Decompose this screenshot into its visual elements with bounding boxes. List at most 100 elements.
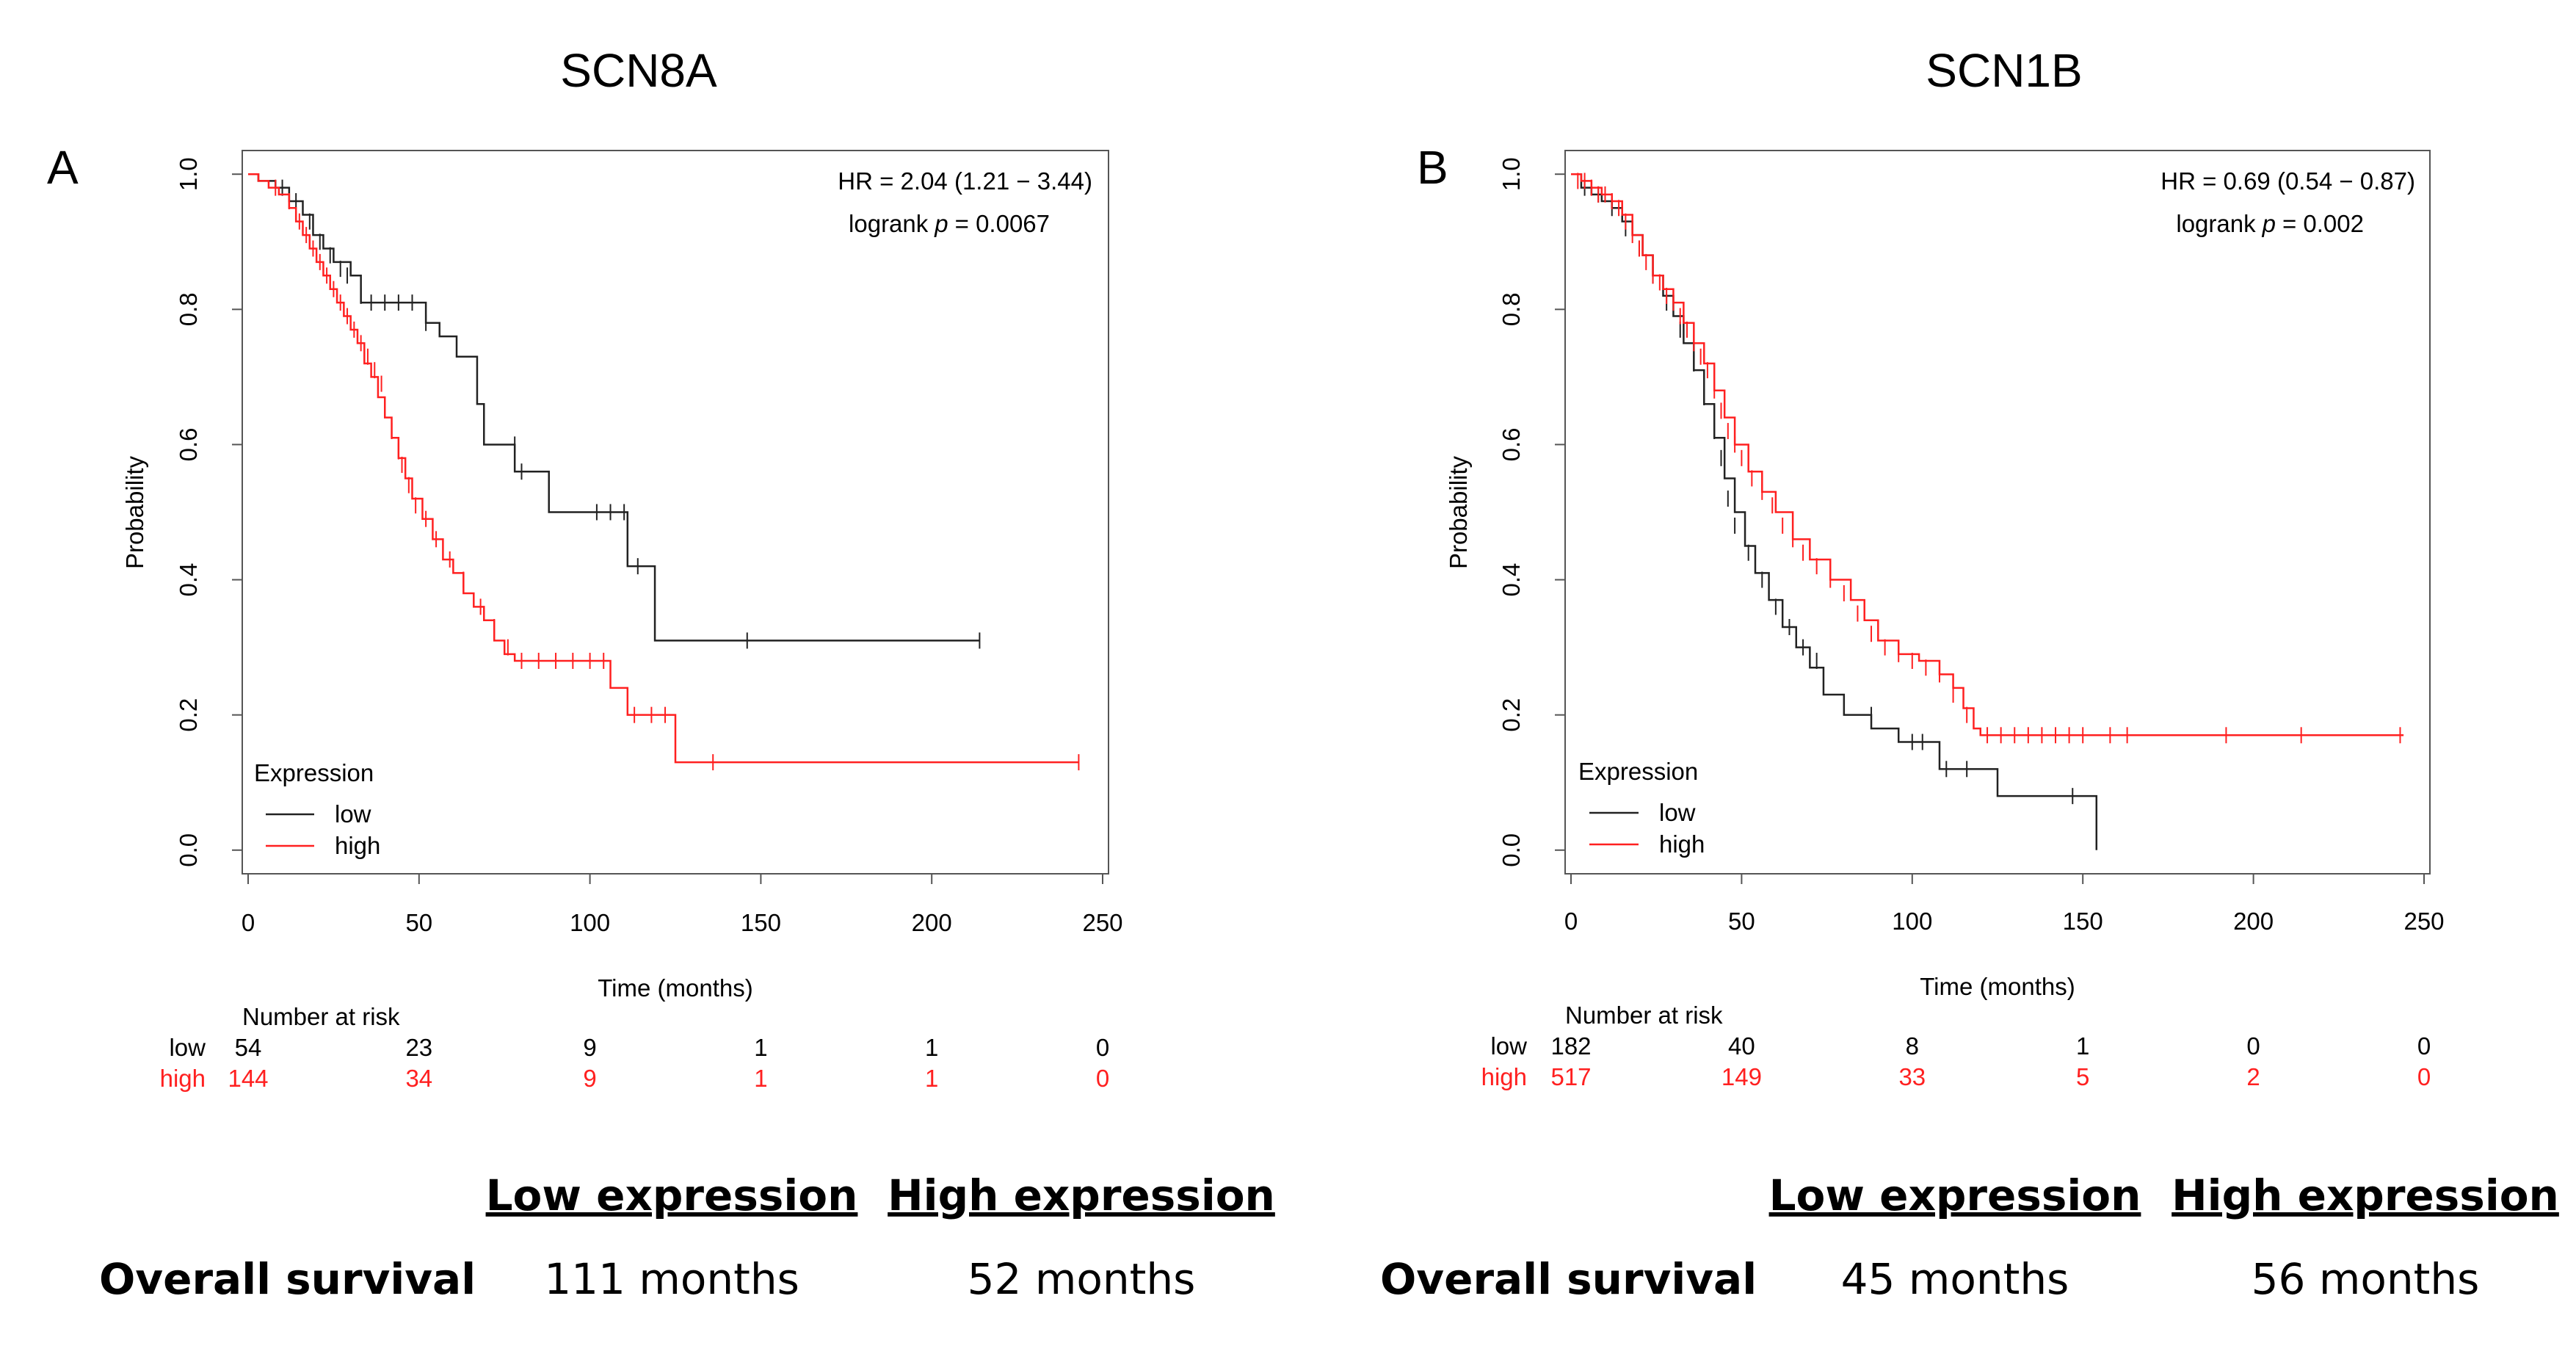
- panel-a: SCN8A A 0 50 100 150 200 2500.00.20.40.60.81.…: [47, 44, 1123, 1092]
- summary-b-high-value: 56 months: [2252, 1254, 2480, 1304]
- legend-low-label: low: [1659, 799, 1696, 826]
- panel-b: SCN1B B 0 50 100 150 200 2500.00.20.40.60.81.…: [1417, 44, 2445, 1090]
- hazard-ratio-text: HR = 0.69 (0.54 − 0.87): [2160, 167, 2415, 195]
- risk-count-low: 0: [2417, 1032, 2431, 1060]
- risk-count-low: 23: [405, 1034, 432, 1061]
- risk-count-high: 0: [2417, 1063, 2431, 1090]
- risk-row-label-high: high: [160, 1065, 206, 1092]
- p-value: = 0.0067: [955, 210, 1050, 237]
- risk-count-high: 5: [2076, 1063, 2089, 1090]
- risk-count-high: 34: [405, 1065, 432, 1092]
- risk-count-high: 1: [754, 1065, 767, 1092]
- risk-table-title: Number at risk: [242, 1003, 400, 1030]
- y-tick-label: 1.0: [1498, 157, 1525, 191]
- y-tick-label: 0.0: [175, 833, 202, 867]
- survival-curve-low: [1571, 173, 2098, 850]
- summary-b-low-header: Low expression: [1769, 1170, 2141, 1220]
- risk-counts: 182 517 40 149 8 33 1 5 0 2 0 0: [1550, 1032, 2431, 1090]
- risk-row-label-low: low: [169, 1034, 206, 1061]
- panel-letter: A: [47, 141, 79, 194]
- risk-count-high: 149: [1721, 1063, 1762, 1090]
- logrank-label: logrank: [849, 210, 929, 237]
- risk-count-low: 0: [2246, 1032, 2260, 1060]
- risk-count-low: 1: [2076, 1032, 2089, 1060]
- plot-frame: [242, 150, 1109, 875]
- risk-table-title: Number at risk: [1565, 1002, 1723, 1029]
- risk-count-low: 1: [925, 1034, 938, 1061]
- logrank-text: logrank p = 0.002: [2176, 210, 2364, 237]
- chart-title: SCN8A: [560, 44, 717, 97]
- risk-count-low: 9: [583, 1034, 596, 1061]
- y-tick-label: 0.2: [1498, 698, 1525, 732]
- legend: Expression low high: [254, 759, 380, 859]
- summary-a-high-value: 52 months: [968, 1254, 1196, 1304]
- x-tick-label: 250: [2403, 908, 2444, 935]
- x-tick-label: 0: [242, 909, 255, 936]
- summary-a-row-label: Overall survival: [99, 1254, 476, 1304]
- x-tick-label: 100: [1892, 908, 1932, 935]
- summary-b-high-header: High expression: [2172, 1170, 2559, 1220]
- x-tick-label: 200: [912, 909, 952, 936]
- legend-title: Expression: [1578, 758, 1698, 785]
- y-tick-label: 0.8: [1498, 292, 1525, 326]
- survival-curves: [1571, 173, 2404, 850]
- axes: 0 50 100 150 200 250 0.0 0.2 0.4 0.6 0.8 1.0: [1498, 157, 2445, 935]
- y-axis-label: Probability: [1445, 455, 1472, 569]
- logrank-text: logrank p = 0.0067: [849, 210, 1050, 237]
- y-tick-label: 0.8: [175, 292, 202, 326]
- x-tick-label: 150: [2063, 908, 2103, 935]
- y-tick-label: 0.6: [175, 428, 202, 462]
- risk-count-low: 8: [1906, 1032, 1919, 1060]
- y-tick-label: 0.2: [175, 698, 202, 732]
- risk-count-high: 9: [583, 1065, 596, 1092]
- y-tick-label: 0.4: [1498, 563, 1525, 597]
- risk-count-high: 144: [228, 1065, 268, 1092]
- logrank-label: logrank: [2176, 210, 2256, 237]
- survival-curves: [248, 173, 1080, 771]
- risk-count-low: 40: [1728, 1032, 1755, 1060]
- legend-high-label: high: [1659, 830, 1705, 858]
- risk-table: Number at risk low high 182 517 40 149 8 33 1 5…: [1481, 1002, 2431, 1090]
- chart-title: SCN1B: [1926, 44, 2082, 97]
- axes: 0 50 100 150 200 250 0.0 0.2 0.4 0.6 0.8 1.0: [175, 157, 1123, 936]
- x-axis-label: Time (months): [1920, 973, 2075, 1000]
- risk-table: Number at risk low high 54 144 23 34 9 9 1 1 1 1 0…: [160, 1003, 1110, 1092]
- p-letter: p: [934, 210, 948, 237]
- risk-count-high: 33: [1898, 1063, 1926, 1090]
- survival-curve-high: [1571, 173, 2404, 736]
- y-tick-label: 1.0: [175, 157, 202, 191]
- panel-letter: B: [1417, 141, 1448, 194]
- risk-row-label-low: low: [1490, 1032, 1527, 1060]
- summary-b-row-label: Overall survival: [1380, 1254, 1757, 1304]
- risk-row-label-high: high: [1481, 1063, 1527, 1090]
- x-tick-label: 250: [1082, 909, 1122, 936]
- risk-count-high: 517: [1550, 1063, 1591, 1090]
- plot-frame: [1564, 150, 2431, 875]
- risk-count-high: 1: [925, 1065, 938, 1092]
- x-tick-label: 0: [1564, 908, 1578, 935]
- summary-a-low-header: Low expression: [486, 1170, 858, 1220]
- survival-curve-high: [248, 173, 1079, 764]
- risk-count-high: 2: [2246, 1063, 2260, 1090]
- legend: Expression low high: [1578, 758, 1705, 858]
- p-letter: p: [2262, 210, 2276, 237]
- risk-counts: 54 144 23 34 9 9 1 1 1 1 0 0: [228, 1034, 1109, 1092]
- summary-a-high-header: High expression: [888, 1170, 1275, 1220]
- summary-table: Low expression High expression Overall s…: [99, 1170, 2559, 1304]
- x-axis-label: Time (months): [598, 974, 752, 1002]
- survival-curve-low: [248, 173, 980, 642]
- x-tick-label: 100: [570, 909, 610, 936]
- risk-count-low: 0: [1096, 1034, 1109, 1061]
- summary-a-low-value: 111 months: [544, 1254, 799, 1304]
- x-tick-label: 150: [741, 909, 781, 936]
- risk-count-low: 1: [754, 1034, 767, 1061]
- p-value: = 0.002: [2282, 210, 2364, 237]
- x-tick-label: 50: [405, 909, 432, 936]
- risk-count-high: 0: [1096, 1065, 1109, 1092]
- x-tick-label: 50: [1728, 908, 1755, 935]
- risk-count-low: 54: [235, 1034, 262, 1061]
- risk-count-low: 182: [1550, 1032, 1591, 1060]
- legend-high-label: high: [335, 832, 380, 859]
- y-axis-label: Probability: [121, 455, 148, 569]
